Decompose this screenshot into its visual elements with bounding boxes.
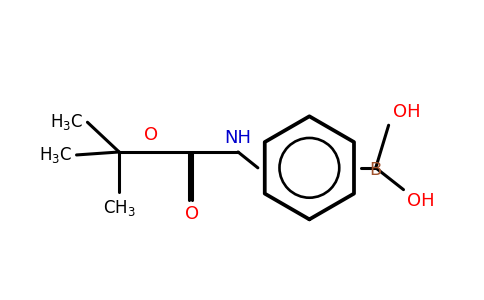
Text: $\mathsf{H_3C}$: $\mathsf{H_3C}$ (50, 112, 83, 132)
Text: $\mathsf{CH_3}$: $\mathsf{CH_3}$ (103, 198, 136, 218)
Text: O: O (144, 126, 158, 144)
Text: OH: OH (393, 103, 420, 121)
Text: OH: OH (408, 192, 435, 210)
Text: NH: NH (225, 129, 252, 147)
Text: B: B (370, 161, 382, 179)
Text: $\mathsf{H_3C}$: $\mathsf{H_3C}$ (39, 145, 73, 165)
Text: O: O (185, 206, 199, 224)
